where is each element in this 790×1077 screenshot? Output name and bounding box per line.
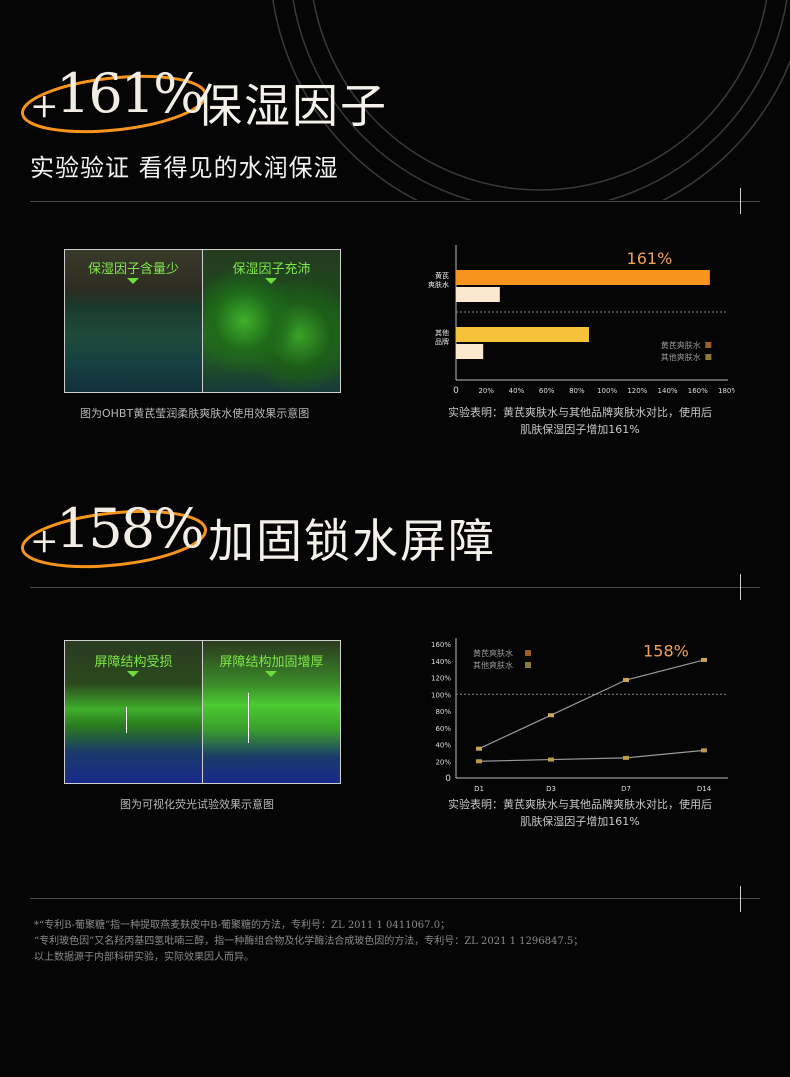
divider-cross (740, 574, 741, 600)
divider (30, 201, 760, 202)
series-line (478, 659, 705, 750)
y-tick-label: 120% (431, 675, 451, 683)
image-caption: 图为可视化荧光试验效果示意图 (120, 798, 274, 811)
data-point (548, 713, 554, 718)
legend-swatch (705, 342, 712, 348)
data-point (701, 657, 707, 662)
y-tick-label: 20% (435, 758, 451, 766)
x-tick-label: 100% (597, 387, 617, 395)
data-point (476, 746, 482, 751)
y-tick-label: 160% (431, 641, 451, 649)
x-tick-label: 0 (453, 386, 459, 396)
micro-panel-left: 保湿因子含量少 (64, 249, 203, 393)
x-tick-label: D7 (621, 785, 631, 793)
legend-label: 黄芪爽肤水 (473, 648, 513, 658)
micro-panel-right: 保湿因子充沛 (202, 249, 341, 393)
y-tick-label: 0 (445, 774, 451, 784)
footnote-line: “专利玻色因”又名羟丙基四氢吡喃三醇，指一种酶组合物及化学酶法合成玻色因的方法，… (34, 936, 584, 947)
y-tick-label: 140% (431, 658, 451, 666)
bar (456, 344, 484, 359)
legend-label: 黄芪爽肤水 (661, 340, 701, 350)
headline-percent: 158% (56, 497, 204, 560)
headline-subtitle: 实验验证 看得见的水润保湿 (30, 154, 339, 182)
category-label: 品牌 (435, 337, 449, 346)
highlight-ellipse (20, 509, 208, 569)
divider (30, 898, 760, 899)
chart-caption: 实验表明：黄芪爽肤水与其他品牌爽肤水对比，使用后 肌肤保湿因子增加161% (430, 404, 730, 438)
y-tick-label: 100% (431, 691, 451, 699)
category-label: 其他 (435, 328, 449, 337)
y-tick-label: 60% (435, 725, 451, 733)
x-tick-label: 160% (688, 387, 708, 395)
legend-label: 其他爽肤水 (473, 660, 513, 670)
micro-label: 保湿因子含量少 (87, 262, 179, 277)
legend-label: 其他爽肤水 (661, 352, 701, 362)
image-caption: 图为OHBT黄芪莹润柔肤爽肤水使用效果示意图 (80, 407, 310, 420)
bar-annotation: 161% (627, 249, 673, 268)
bar (456, 270, 710, 285)
category-label: 爽肤水 (428, 280, 449, 289)
legend-swatch (705, 354, 712, 360)
divider (30, 587, 760, 588)
footnote-line: 以上数据源于内部科研实验，实际效果因人而异。 (34, 952, 254, 963)
arrow-down-icon (265, 278, 277, 284)
micro-panel-right: 屏障结构加固增厚 (202, 640, 341, 784)
x-tick-label: D14 (697, 785, 712, 793)
x-tick-label: D3 (546, 785, 556, 793)
headline-percent: 161% (56, 62, 204, 125)
micro-label: 保湿因子充沛 (232, 262, 311, 277)
y-tick-label: 40% (435, 742, 451, 750)
x-tick-label: 140% (658, 387, 678, 395)
data-point (701, 748, 707, 753)
bar (456, 327, 589, 342)
chart-caption-line: 肌肤保湿因子增加161% (520, 815, 640, 828)
x-tick-label: 80% (569, 387, 585, 395)
legend-swatch (525, 662, 531, 668)
bar (456, 287, 500, 302)
chart-caption-line: 肌肤保湿因子增加161% (520, 423, 640, 436)
x-tick-label: 120% (627, 387, 647, 395)
footnotes: *“专利B-葡聚糖”指一种提取燕麦麸皮中B-葡聚糖的方法，专利号：ZL 2011… (34, 918, 754, 966)
thickness-arrow-icon (126, 707, 127, 733)
footnote-line: *“专利B-葡聚糖”指一种提取燕麦麸皮中B-葡聚糖的方法，专利号：ZL 2011… (34, 920, 451, 931)
arrow-down-icon (127, 671, 139, 677)
divider-cross (740, 188, 741, 214)
data-point (476, 759, 482, 764)
chart-caption: 实验表明：黄芪爽肤水与其他品牌爽肤水对比，使用后 肌肤保湿因子增加161% (430, 796, 730, 830)
thickness-arrow-icon (248, 693, 249, 743)
bar-chart: 020%40%60%80%100%120%140%160%180%黄芪爽肤水其他… (428, 245, 735, 396)
highlight-ellipse (20, 74, 208, 134)
legend-swatch (525, 650, 531, 656)
headline-title: 保湿因子 (196, 79, 388, 133)
chart-caption-line: 实验表明：黄芪爽肤水与其他品牌爽肤水对比，使用后 (448, 798, 712, 811)
line-annotation: 158% (643, 641, 689, 660)
arrow-down-icon (265, 671, 277, 677)
data-point (623, 755, 629, 760)
headline-title: 加固锁水屏障 (208, 514, 496, 568)
x-tick-label: 180% (718, 387, 735, 395)
line-chart: 0 20% 40% 60% 80% 100% 120% 140% 160% D1 D3 D7 D14 15… (431, 638, 728, 793)
data-point (623, 678, 629, 683)
category-label: 黄芪 (435, 271, 449, 280)
arrow-down-icon (127, 278, 139, 284)
micro-label: 屏障结构受损 (94, 655, 173, 670)
micro-panel-left: 屏障结构受损 (64, 640, 203, 784)
data-point (548, 757, 554, 762)
series-line (478, 749, 705, 762)
micro-label: 屏障结构加固增厚 (219, 655, 324, 670)
plus-sign: + (30, 86, 59, 126)
decorative-arcs (272, 0, 790, 200)
x-tick-label: 60% (539, 387, 555, 395)
plus-sign: + (30, 521, 59, 561)
divider-cross (740, 886, 741, 912)
y-tick-label: 80% (435, 708, 451, 716)
chart-caption-line: 实验表明：黄芪爽肤水与其他品牌爽肤水对比，使用后 (448, 406, 712, 419)
x-tick-label: 40% (509, 387, 525, 395)
x-tick-label: D1 (474, 785, 484, 793)
x-tick-label: 20% (478, 387, 494, 395)
